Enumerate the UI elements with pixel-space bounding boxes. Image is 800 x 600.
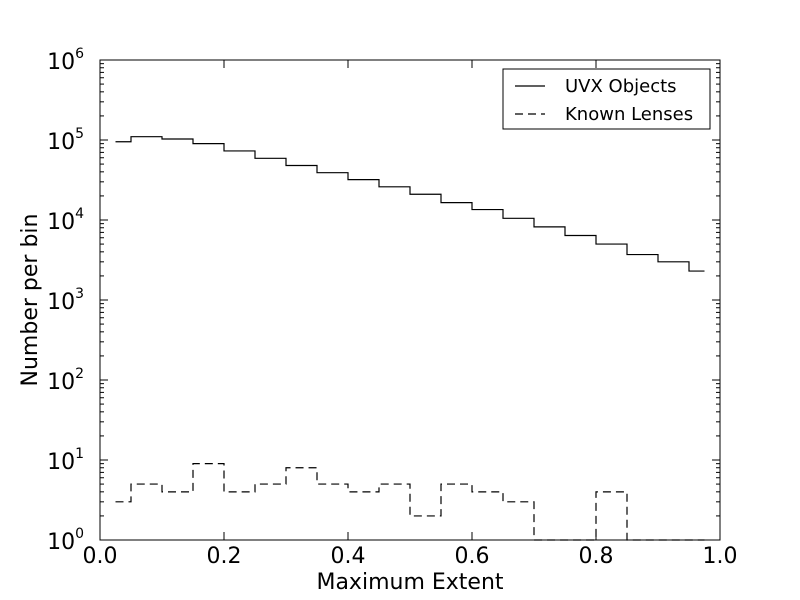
- y-tick-label: 104: [47, 206, 84, 235]
- legend: UVX Objects Known Lenses: [502, 68, 711, 130]
- legend-label-known-lenses: Known Lenses: [565, 104, 693, 125]
- series-line-uvx-objects: [115, 136, 705, 272]
- x-tick-label: 0.0: [83, 544, 118, 569]
- legend-label-uvx-objects: UVX Objects: [565, 76, 677, 97]
- y-tick-label: 105: [47, 126, 84, 155]
- plot-area: [100, 60, 720, 540]
- y-tick-label: 100: [47, 526, 84, 555]
- plot-frame: [99, 59, 721, 541]
- tick-labels: 0.0 0.2 0.4 0.6 0.8 1.0 100 101 102 103 104 105 106: [47, 46, 737, 569]
- legend-box: [502, 68, 711, 130]
- x-tick-label: 0.8: [579, 544, 614, 569]
- x-tick-label: 1.0: [703, 544, 738, 569]
- y-axis-title: Number per bin: [18, 214, 43, 387]
- y-tick-label: 106: [47, 46, 84, 75]
- y-tick-label: 101: [47, 446, 84, 475]
- series-layer: [115, 136, 705, 541]
- series-line-known-lenses: [115, 463, 705, 541]
- y-tick-label: 103: [47, 286, 84, 315]
- x-tick-label: 0.2: [207, 544, 242, 569]
- x-tick-label: 0.4: [331, 544, 366, 569]
- x-tick-label: 0.6: [455, 544, 490, 569]
- y-tick-label: 102: [47, 366, 84, 395]
- x-axis-title: Maximum Extent: [316, 570, 503, 595]
